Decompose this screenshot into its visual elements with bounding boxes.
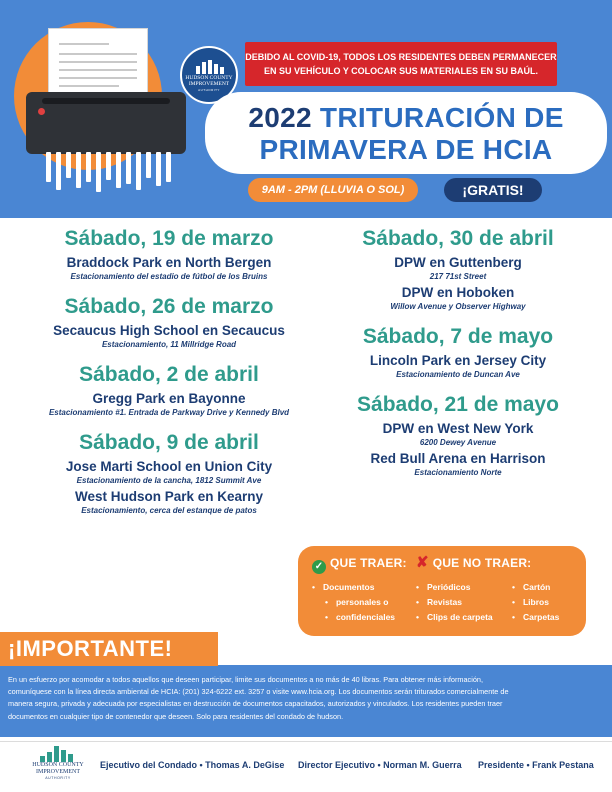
list-item: Carpetas xyxy=(512,610,559,625)
event-location: Lincoln Park en Jersey City xyxy=(369,353,547,368)
hcia-footer-logo: HUDSON COUNTY IMPROVEMENT AUTHORITY xyxy=(30,746,86,786)
covid-notice-line2: EN SU VEHÍCULO Y COLOCAR SUS MATERIALES … xyxy=(263,66,539,76)
list-item: Revistas xyxy=(416,595,493,610)
event-date: Sábado, 26 de marzo xyxy=(64,295,274,318)
event-location: Secaucus High School en Secaucus xyxy=(53,323,285,338)
title-line2: PRIMAVERA DE HCIA xyxy=(259,134,553,165)
x-icon: ✘ xyxy=(416,554,429,571)
list-item-continued: personales o xyxy=(312,595,404,610)
event-location: West Hudson Park en Kearny xyxy=(74,489,264,504)
bring-list: Documentos personales o confidenciales xyxy=(312,580,404,625)
event-location-detail: Estacionamiento #1. Entrada de Parkway D… xyxy=(48,408,290,417)
covid-notice-line1: DEBIDO AL COVID-19, TODOS LOS RESIDENTES… xyxy=(245,52,557,62)
event-apr-9: Sábado, 9 de abril Jose Marti School en … xyxy=(24,430,314,516)
header-banner: HUDSON COUNTY IMPROVEMENT AUTHORITY DEBI… xyxy=(0,0,612,218)
list-item-continued: confidenciales xyxy=(312,610,404,625)
event-date: Sábado, 19 de marzo xyxy=(64,227,274,250)
footer-divider xyxy=(0,741,612,742)
page-title: 2022 TRITURACIÓN DE PRIMAVERA DE HCIA xyxy=(205,92,607,174)
event-location: Red Bull Arena en Harrison xyxy=(370,451,546,466)
event-may-7: Sábado, 7 de mayo Lincoln Park en Jersey… xyxy=(318,324,598,380)
event-location: DPW en Hoboken xyxy=(401,285,515,300)
list-item: Libros xyxy=(512,595,559,610)
event-apr-2: Sábado, 2 de abril Gregg Park en Bayonne… xyxy=(24,362,314,418)
event-location: Jose Marti School en Union City xyxy=(65,459,273,474)
check-icon: ✓ xyxy=(312,560,326,574)
title-line1: TRITURACIÓN DE xyxy=(319,102,564,133)
event-location: DPW en West New York xyxy=(382,421,534,436)
list-item: Documentos xyxy=(312,580,404,595)
event-location: DPW en Guttenberg xyxy=(394,255,522,270)
event-date: Sábado, 30 de abril xyxy=(362,227,554,250)
event-location-detail: Estacionamiento del estadio de fútbol de… xyxy=(70,272,268,281)
event-location: Gregg Park en Bayonne xyxy=(92,391,246,406)
shredded-paper-strips-icon xyxy=(44,152,172,194)
event-mar-19: Sábado, 19 de marzo Braddock Park en Nor… xyxy=(24,226,314,282)
event-location-detail: Estacionamiento Norte xyxy=(414,468,502,477)
event-may-21: Sábado, 21 de mayo DPW en West New York … xyxy=(318,392,598,478)
event-date: Sábado, 9 de abril xyxy=(79,431,259,454)
list-item: Periódicos xyxy=(416,580,493,595)
event-location-detail: 217 71st Street xyxy=(429,272,487,281)
event-mar-26: Sábado, 26 de marzo Secaucus High School… xyxy=(24,294,314,350)
title-year: 2022 xyxy=(248,102,312,133)
events-column-right: Sábado, 30 de abril DPW en Guttenberg 21… xyxy=(318,226,598,490)
event-date: Sábado, 21 de mayo xyxy=(357,393,559,416)
list-item: Clips de carpeta xyxy=(416,610,493,625)
event-date: Sábado, 2 de abril xyxy=(79,363,259,386)
credit-president: Presidente • Frank Pestana xyxy=(478,760,594,770)
free-badge: ¡GRATIS! xyxy=(444,178,542,202)
what-to-bring-box: ✓QUE TRAER: ✘QUE NO TRAER: Documentos pe… xyxy=(298,546,586,636)
event-location: Braddock Park en North Bergen xyxy=(66,255,272,270)
event-date: Sábado, 7 de mayo xyxy=(362,325,554,348)
credit-county-executive: Ejecutivo del Condado • Thomas A. DeGise xyxy=(100,760,285,770)
event-location-detail: Estacionamiento, 11 Millridge Road xyxy=(101,340,237,349)
covid-notice: DEBIDO AL COVID-19, TODOS LOS RESIDENTES… xyxy=(245,42,557,86)
what-not-to-bring-heading: ✘ QUE NO TRAER: xyxy=(416,554,532,571)
event-location-detail: Willow Avenue y Observer Highway xyxy=(390,302,526,311)
shredder-icon xyxy=(26,92,186,154)
event-location-detail: Estacionamiento, cerca del estanque de p… xyxy=(81,506,257,515)
important-text: En un esfuerzo por acomodar a todos aque… xyxy=(8,675,509,721)
not-bring-list-2: Cartón Libros Carpetas xyxy=(512,580,559,625)
event-location-detail: Estacionamiento de Duncan Ave xyxy=(396,370,520,379)
what-to-bring-heading: ✓ QUE TRAER: xyxy=(312,556,407,574)
credit-executive-director: Director Ejecutivo • Norman M. Guerra xyxy=(298,760,462,770)
not-bring-list-1: Periódicos Revistas Clips de carpeta xyxy=(416,580,493,625)
event-location-detail: Estacionamiento de la cancha, 1812 Summi… xyxy=(76,476,262,485)
list-item: Cartón xyxy=(512,580,559,595)
event-apr-30: Sábado, 30 de abril DPW en Guttenberg 21… xyxy=(318,226,598,312)
important-band xyxy=(0,665,612,737)
important-heading: ¡IMPORTANTE! xyxy=(0,632,218,666)
event-location-detail: 6200 Dewey Avenue xyxy=(419,438,497,447)
time-badge: 9AM - 2PM (LLUVIA O SOL) xyxy=(248,178,418,202)
events-column-left: Sábado, 19 de marzo Braddock Park en Nor… xyxy=(24,226,314,528)
